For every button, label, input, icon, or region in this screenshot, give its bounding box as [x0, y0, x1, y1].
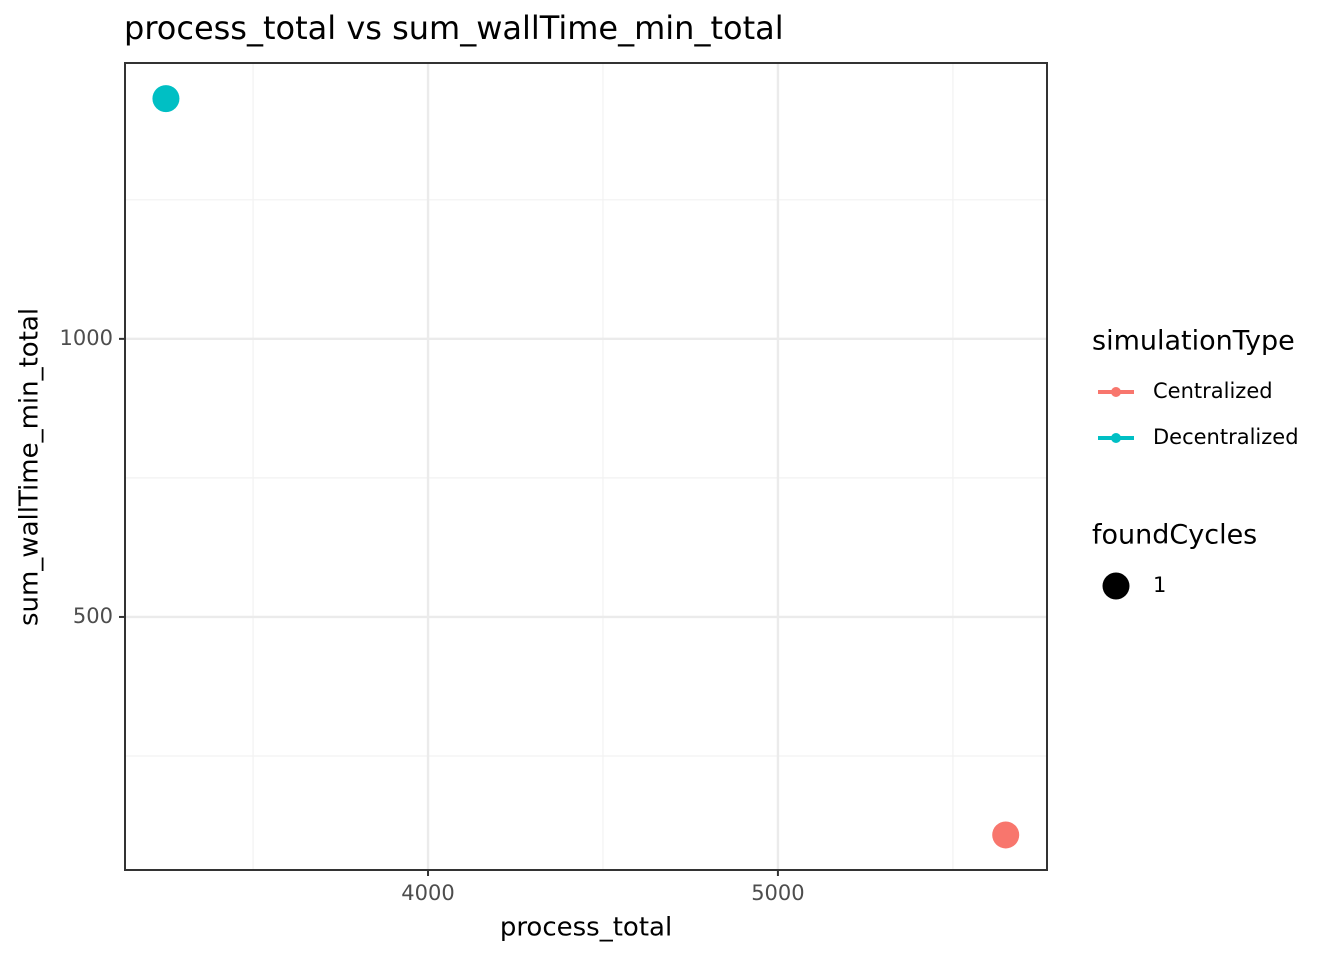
size-legend-key	[1102, 572, 1130, 600]
legend-key-point	[1111, 387, 1121, 397]
y-tick-label: 500	[73, 604, 113, 628]
size-legend-label: 1	[1153, 573, 1166, 597]
size-legend-title: foundCycles	[1092, 520, 1257, 551]
point	[992, 821, 1020, 849]
x-axis-label: process_total	[500, 913, 672, 943]
legend-title: simulationType	[1092, 326, 1295, 357]
x-tick-label: 4000	[401, 881, 454, 905]
point	[152, 85, 180, 113]
legend-label: Decentralized	[1153, 425, 1299, 449]
plot-border	[124, 62, 1048, 871]
x-tick-label: 5000	[751, 881, 804, 905]
y-tick-label: 1000	[60, 326, 113, 350]
legend-key-point	[1111, 433, 1121, 443]
y-axis-label: sum_wallTime_min_total	[15, 308, 45, 626]
chart-title: process_total vs sum_wallTime_min_total	[124, 9, 784, 47]
legend-label: Centralized	[1153, 379, 1273, 403]
